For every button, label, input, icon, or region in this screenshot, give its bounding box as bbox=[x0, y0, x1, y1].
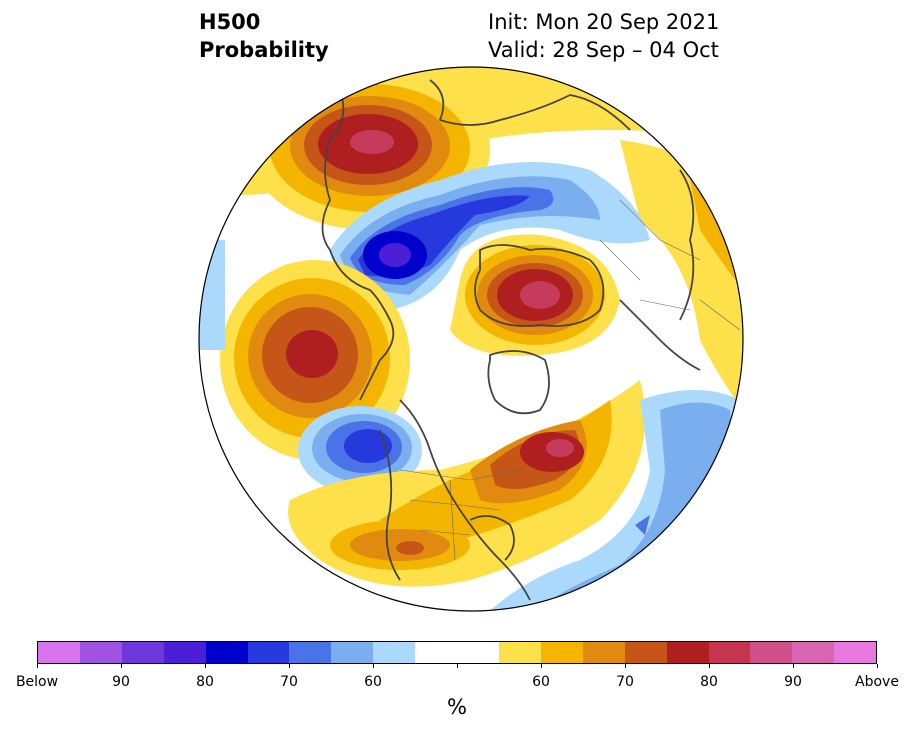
colorbar-tick-mark bbox=[625, 664, 626, 668]
colorbar-tick-label: 60 bbox=[364, 674, 382, 690]
colorbar-tick-label: 80 bbox=[196, 674, 214, 690]
chart-title-left: H500 Probability bbox=[199, 8, 329, 64]
title-variable: H500 bbox=[199, 10, 261, 34]
anomaly-ridge-pacific bbox=[220, 260, 410, 460]
colorbar-segment bbox=[834, 642, 877, 663]
colorbar-segment bbox=[498, 642, 541, 663]
polar-map bbox=[198, 66, 744, 612]
colorbar-tick-label: 70 bbox=[280, 674, 298, 690]
colorbar-tick-label: 90 bbox=[784, 674, 802, 690]
coastlines bbox=[321, 79, 701, 601]
anomaly-ridge-north-america bbox=[288, 380, 645, 587]
colorbar-tick-mark bbox=[289, 664, 290, 668]
globe-boundary bbox=[198, 66, 744, 612]
anomaly-trough-north bbox=[330, 162, 650, 310]
colorbar bbox=[37, 641, 877, 664]
anomaly-ridge-europe bbox=[450, 234, 620, 356]
colorbar-tick-mark bbox=[205, 664, 206, 668]
colorbar-tick-mark bbox=[793, 664, 794, 668]
colorbar-segment bbox=[373, 642, 416, 663]
colorbar-tick-label: Above bbox=[855, 674, 899, 690]
colorbar-segment bbox=[708, 642, 751, 663]
colorbar-segment bbox=[79, 642, 122, 663]
colorbar-segment bbox=[163, 642, 206, 663]
colorbar-segment bbox=[289, 642, 332, 663]
colorbar-segment bbox=[121, 642, 164, 663]
valid-range: Valid: 28 Sep – 04 Oct bbox=[488, 38, 719, 62]
colorbar-segment bbox=[750, 642, 793, 663]
colorbar-unit-label: % bbox=[447, 695, 467, 719]
colorbar-segment bbox=[582, 642, 625, 663]
colorbar-tick-label: 70 bbox=[616, 674, 634, 690]
colorbar-segment bbox=[666, 642, 709, 663]
colorbar-segment bbox=[247, 642, 290, 663]
colorbar-segment bbox=[205, 642, 248, 663]
colorbar-tick-mark bbox=[121, 664, 122, 668]
colorbar-segment bbox=[624, 642, 667, 663]
colorbar-tick-label: Below bbox=[15, 674, 59, 690]
colorbar-tick-mark bbox=[877, 664, 878, 668]
colorbar-tick-mark bbox=[709, 664, 710, 668]
colorbar-segment bbox=[38, 642, 80, 663]
colorbar-segment bbox=[540, 642, 583, 663]
colorbar-segment bbox=[457, 642, 499, 663]
colorbar-tick-label: 90 bbox=[112, 674, 130, 690]
colorbar-tick-mark bbox=[457, 664, 458, 668]
anomaly-field bbox=[199, 67, 743, 611]
colorbar-tick-mark bbox=[541, 664, 542, 668]
chart-title-right: Init: Mon 20 Sep 2021 Valid: 28 Sep – 04… bbox=[488, 8, 719, 64]
political-borders bbox=[399, 199, 741, 561]
init-date: Init: Mon 20 Sep 2021 bbox=[488, 10, 720, 34]
colorbar-tick-mark bbox=[373, 664, 374, 668]
colorbar-segment bbox=[415, 642, 458, 663]
colorbar-tick-mark bbox=[37, 664, 38, 668]
colorbar-tick-label: 80 bbox=[700, 674, 718, 690]
colorbar-tick-label: 60 bbox=[532, 674, 550, 690]
colorbar-segment bbox=[792, 642, 835, 663]
title-type: Probability bbox=[199, 38, 329, 62]
colorbar-segment bbox=[331, 642, 374, 663]
